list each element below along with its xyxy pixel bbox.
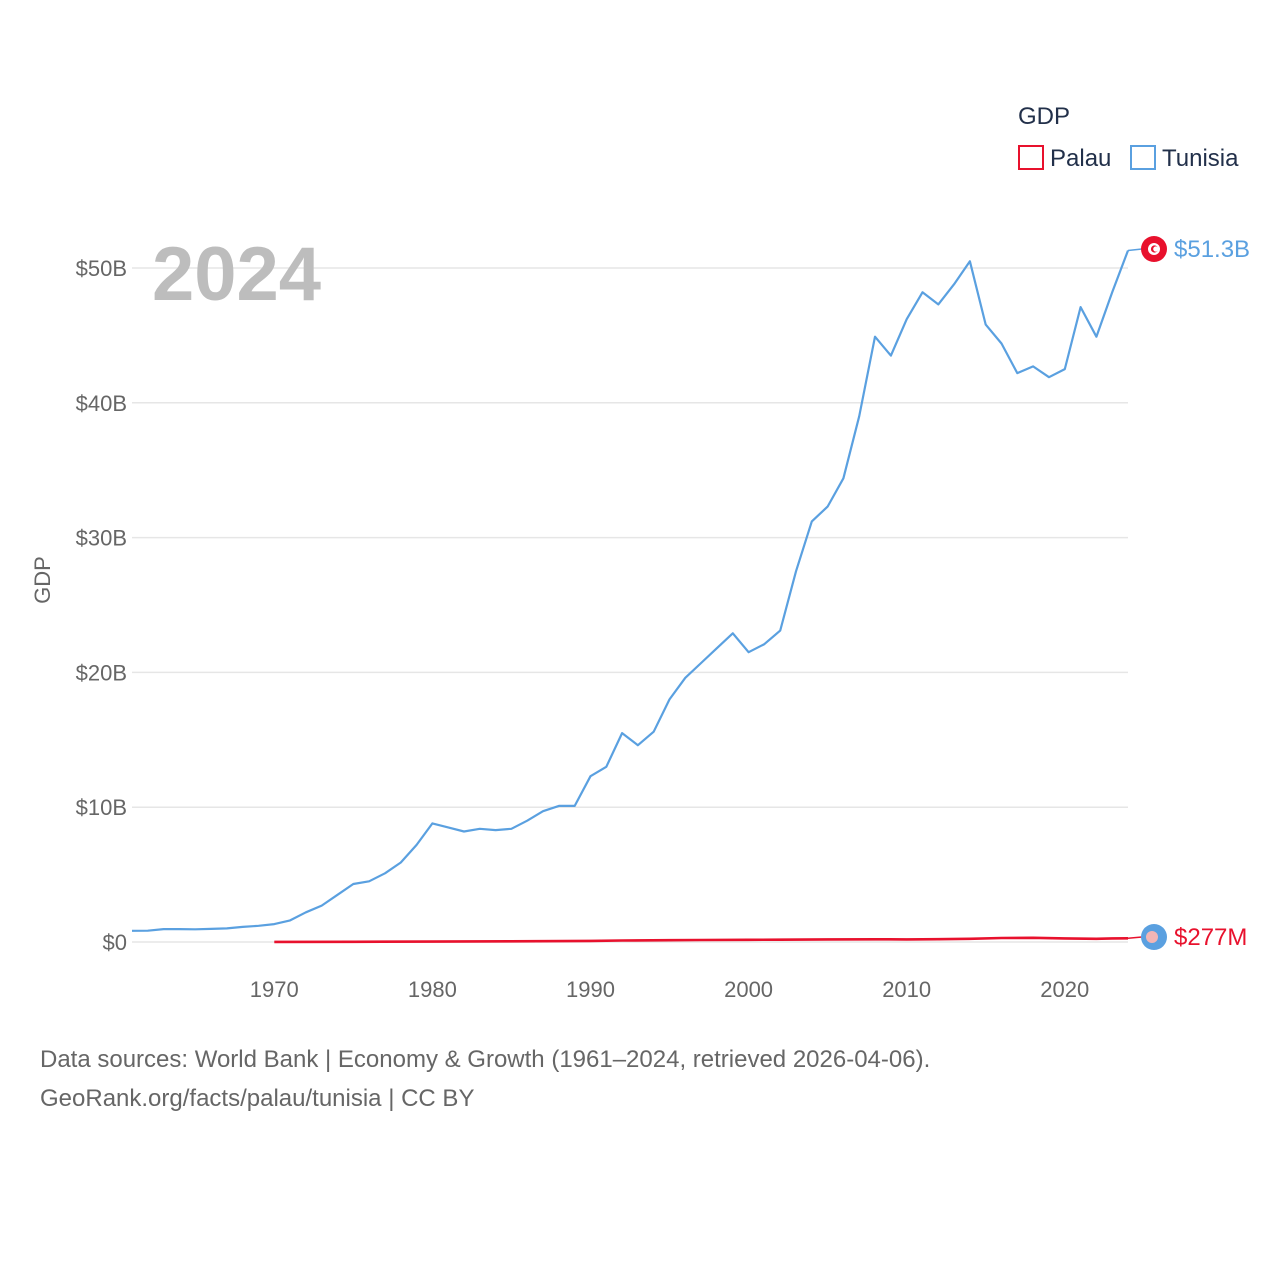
footer-link[interactable]: GeoRank.org/facts/palau/tunisia | CC BY [40, 1085, 475, 1112]
x-tick-label: 2020 [1040, 977, 1089, 1002]
series-line-palau[interactable] [274, 936, 1129, 944]
series-end-markers: $277M $51.3B [1127, 236, 1250, 951]
legend-swatch-tunisia[interactable] [1130, 145, 1156, 170]
series-line-tunisia[interactable] [131, 250, 1130, 932]
end-value-label-tunisia: $51.3B [1174, 236, 1250, 263]
y-axis-title: GDP [30, 556, 55, 604]
y-tick-label: $40B [76, 391, 127, 416]
y-tick-label: $50B [76, 256, 127, 281]
y-tick-label: $10B [76, 795, 127, 820]
legend-swatch-palau[interactable] [1018, 145, 1044, 170]
end-connector-tunisia [1127, 248, 1143, 252]
x-tick-label: 1970 [250, 977, 299, 1002]
x-tick-label: 1990 [566, 977, 615, 1002]
series-lines [131, 250, 1130, 944]
footer: Data sources: World Bank | Economy & Gro… [40, 1040, 1240, 1118]
end-connector-palau [1127, 936, 1143, 940]
flag-crescent-cut [1153, 246, 1159, 252]
legend-label-palau[interactable]: Palau [1050, 145, 1111, 172]
flag-moon [1146, 931, 1158, 943]
y-tick-label: $20B [76, 660, 127, 685]
x-axis-ticks: 1970 1980 1990 2000 2010 2020 [250, 977, 1089, 1002]
gridlines [132, 267, 1128, 943]
y-axis-ticks: $0 $10B $20B $30B $40B $50B [76, 256, 127, 955]
legend-label-tunisia[interactable]: Tunisia [1162, 145, 1239, 172]
x-tick-label: 2010 [882, 977, 931, 1002]
end-value-label-palau: $277M [1174, 924, 1247, 951]
footer-sources: Data sources: World Bank | Economy & Gro… [40, 1046, 931, 1073]
legend: GDP Palau Tunisia [1018, 103, 1239, 172]
current-year-label: 2024 [152, 232, 321, 317]
x-tick-label: 1980 [408, 977, 457, 1002]
x-tick-label: 2000 [724, 977, 773, 1002]
legend-title: GDP [1018, 103, 1070, 130]
y-tick-label: $30B [76, 526, 127, 551]
y-tick-label: $0 [103, 930, 127, 955]
